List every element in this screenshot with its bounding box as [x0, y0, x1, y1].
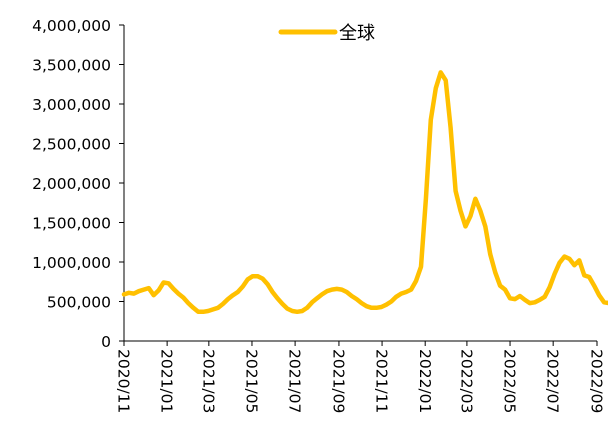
- x-tick-label: 2022/05: [501, 349, 519, 413]
- y-tick-label: 2,500,000: [32, 136, 111, 154]
- x-tick-label: 2021/03: [199, 349, 217, 413]
- x-tick-label: 2021/07: [286, 349, 304, 413]
- y-tick-label: 3,500,000: [32, 57, 111, 75]
- x-tick-label: 2021/05: [243, 349, 261, 413]
- x-tick-label: 2021/11: [373, 349, 391, 413]
- series-line-global: [121, 70, 608, 315]
- y-tick-label: 0: [101, 333, 111, 351]
- y-tick-label: 4,000,000: [32, 17, 111, 35]
- y-tick-label: 1,500,000: [32, 215, 111, 233]
- y-tick-label: 2,000,000: [32, 175, 111, 193]
- x-tick-label: 2021/01: [158, 349, 176, 413]
- legend: 全球: [278, 23, 375, 44]
- y-tick-label: 1,000,000: [32, 254, 111, 272]
- x-axis: 2020/11 2021/01 2021/03 2021/05 2021/07 2021/…: [115, 340, 606, 413]
- x-tick-label: 2022/07: [544, 349, 562, 413]
- y-axis: 0 500,000 1,000,000 1,500,000 2,000,000 2,500…: [32, 17, 125, 351]
- x-tick-label: 2022/01: [416, 349, 434, 413]
- x-tick-label: 2020/11: [115, 349, 133, 413]
- x-tick-label: 2022/09: [588, 349, 606, 413]
- legend-label-global: 全球: [339, 23, 375, 44]
- y-tick-label: 500,000: [47, 294, 111, 312]
- series-layer: [121, 70, 608, 315]
- x-tick-label: 2021/09: [330, 349, 348, 413]
- y-tick-label: 3,000,000: [32, 96, 111, 114]
- x-tick-label: 2022/03: [457, 349, 475, 413]
